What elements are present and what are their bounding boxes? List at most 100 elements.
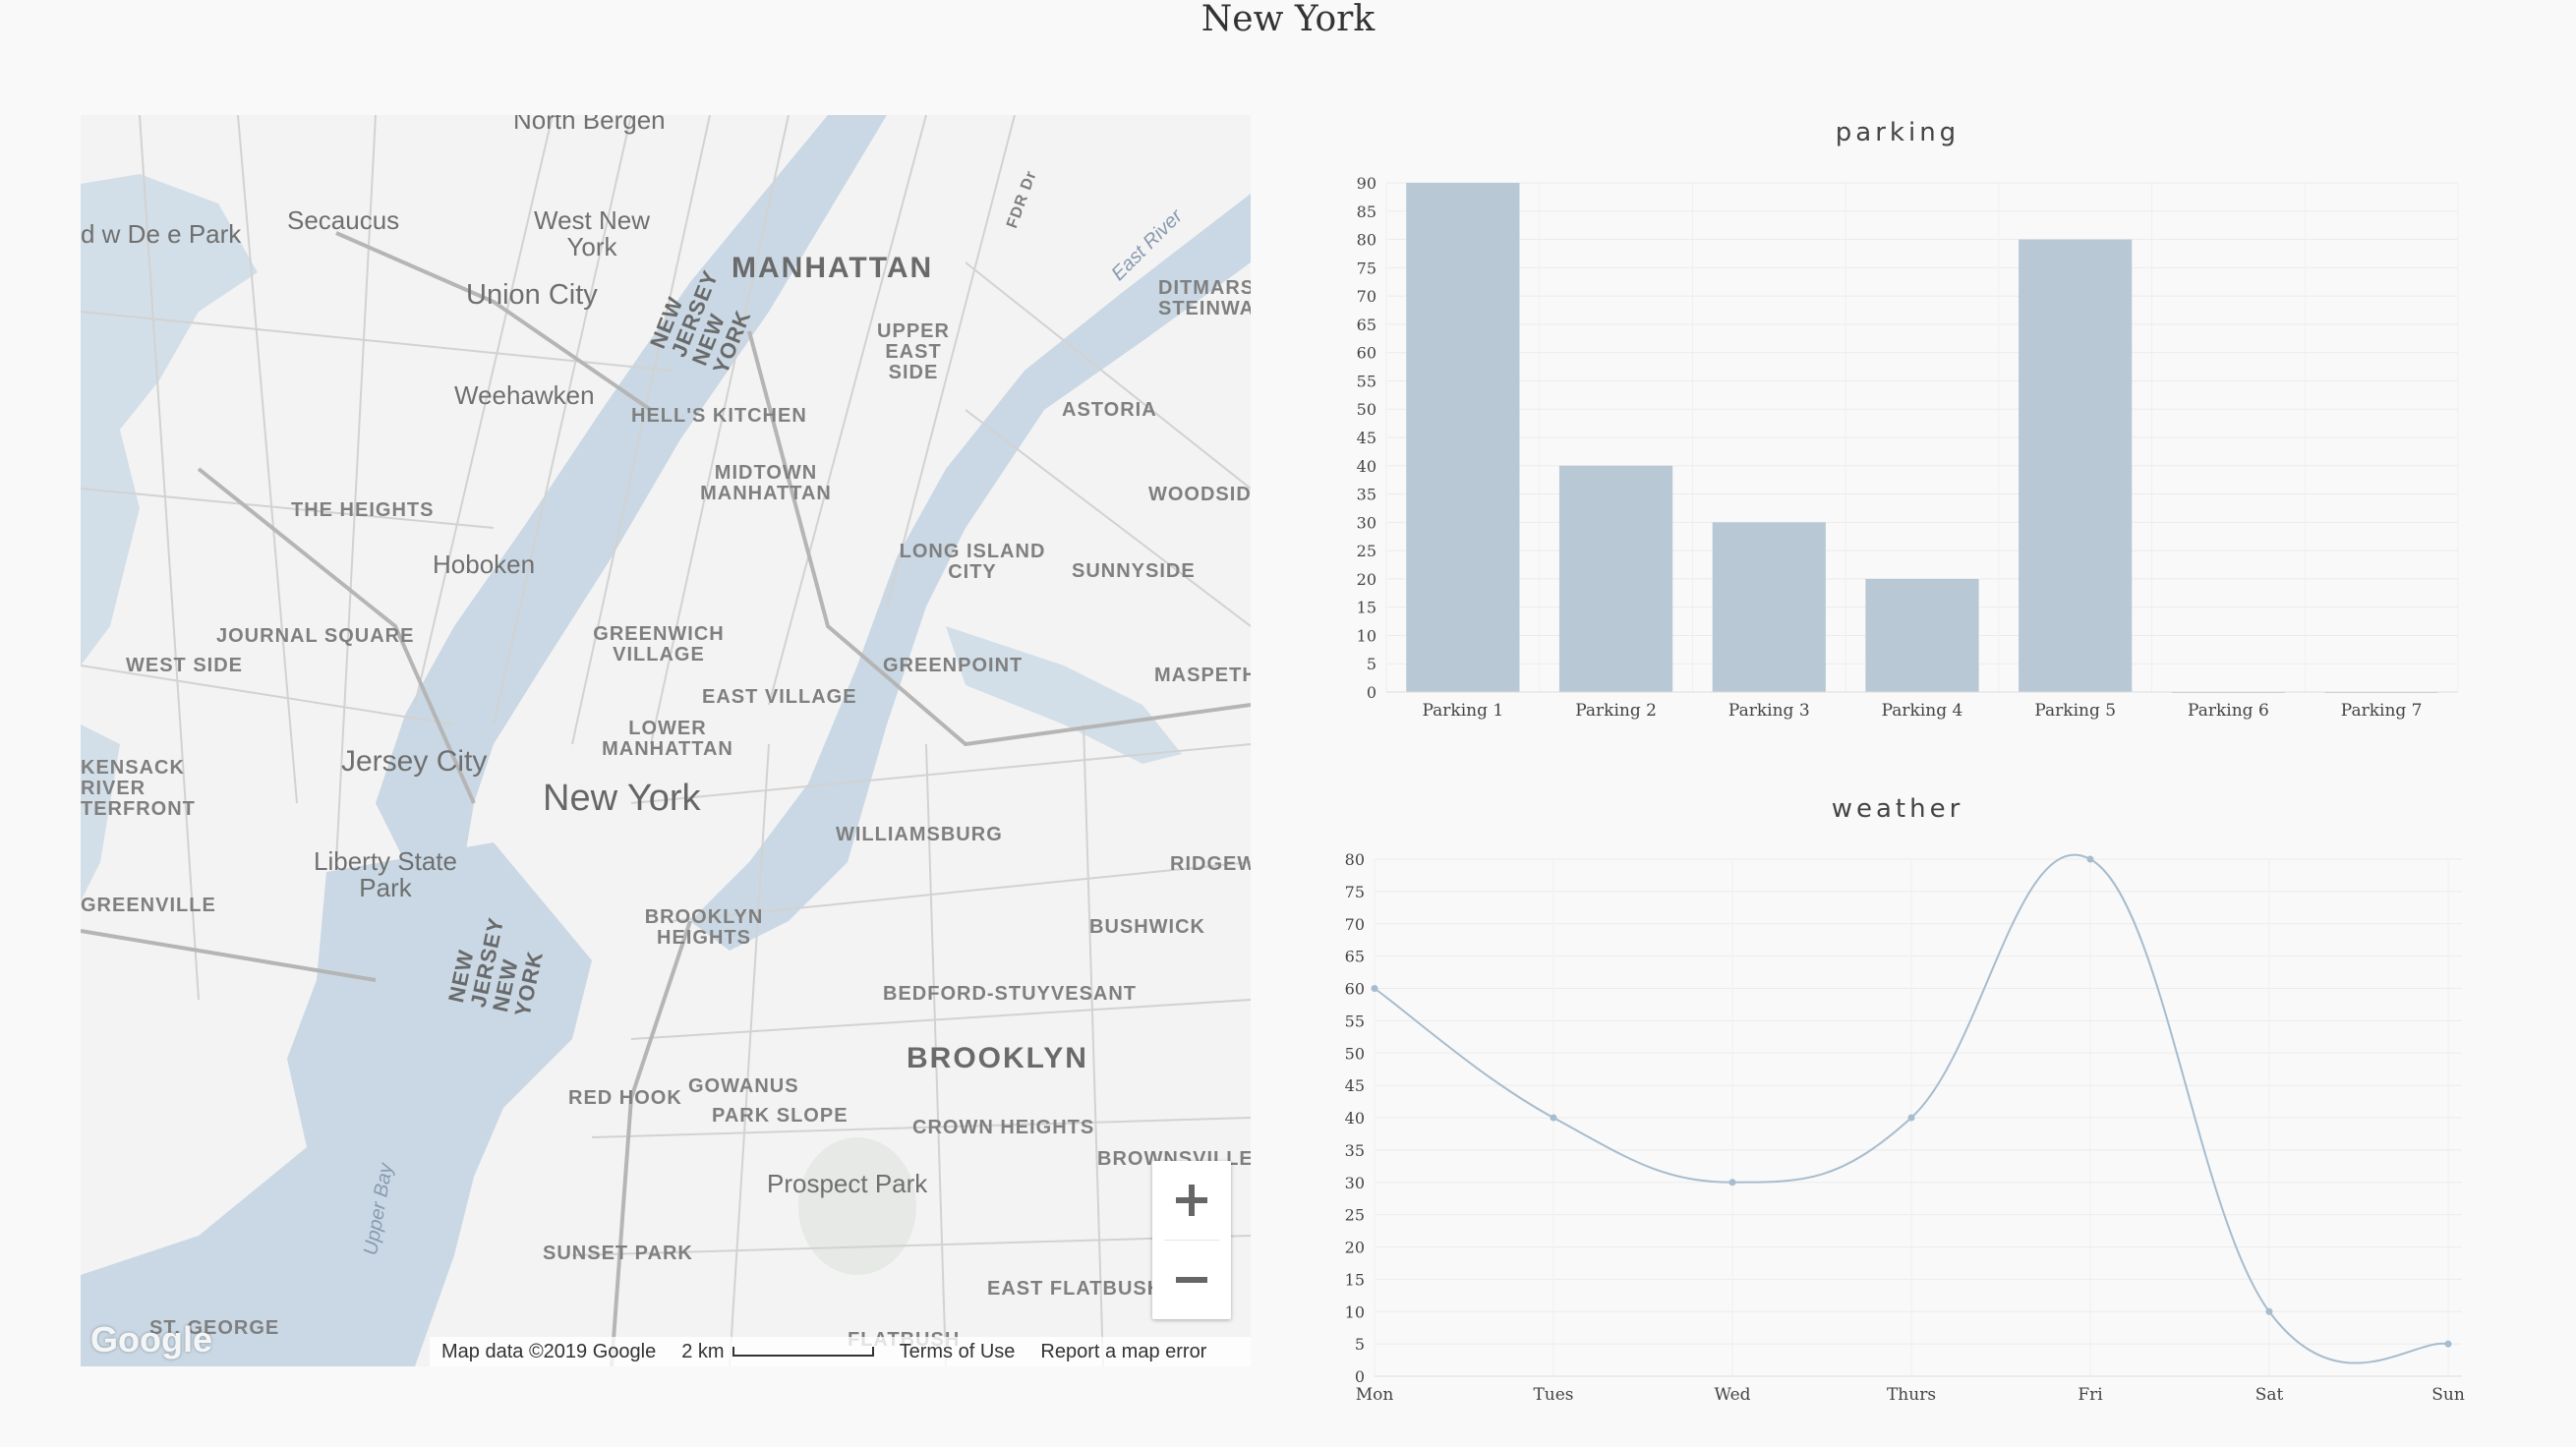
label-west-side: WEST SIDE xyxy=(126,655,244,676)
label-astoria: ASTORIA xyxy=(1062,399,1157,421)
label-midtown-manhattan: MIDTOWN MANHATTAN xyxy=(700,462,832,504)
label-crown-heights: CROWN HEIGHTS xyxy=(912,1117,1095,1138)
parking-bar[interactable] xyxy=(1865,578,1979,692)
google-logo: Google xyxy=(90,1319,212,1360)
weather-y-tick: 15 xyxy=(1345,1270,1365,1289)
parking-y-tick: 15 xyxy=(1357,599,1376,617)
parking-x-tick: Parking 3 xyxy=(1728,701,1810,721)
label-sunset-park: SUNSET PARK xyxy=(543,1243,693,1264)
weather-chart-title: weather xyxy=(1831,794,1964,824)
weather-point[interactable] xyxy=(1371,985,1378,992)
weather-y-tick: 10 xyxy=(1345,1302,1365,1321)
label-hells-kitchen: HELL'S KITCHEN xyxy=(631,405,807,427)
parking-x-tick: Parking 4 xyxy=(1882,701,1963,721)
parking-bar[interactable] xyxy=(1558,465,1673,692)
parking-y-tick: 45 xyxy=(1357,429,1376,447)
label-union-city: Union City xyxy=(466,279,598,311)
weather-chart: 0 5 10 15 20 25 30 35 40 45 50 55 60 65 70 75 80 Mon Tues W… xyxy=(1345,850,2465,1405)
label-bedford-stuyvesant: BEDFORD-STUYVESANT xyxy=(883,983,1138,1005)
plus-icon xyxy=(1176,1185,1207,1216)
label-maspeth: MASPETH xyxy=(1154,665,1251,686)
weather-point[interactable] xyxy=(1550,1114,1557,1122)
parking-y-tick: 75 xyxy=(1357,259,1376,277)
weather-y-tick: 45 xyxy=(1345,1076,1365,1095)
report-map-error-link[interactable]: Report a map error xyxy=(1040,1340,1207,1362)
label-greenpoint: GREENPOINT xyxy=(883,655,1024,676)
parking-x-tick: Parking 7 xyxy=(2341,701,2423,721)
parking-y-tick: 80 xyxy=(1357,231,1376,250)
label-weehawken: Weehawken xyxy=(454,380,595,410)
parking-bar[interactable] xyxy=(1712,522,1826,692)
label-hoboken: Hoboken xyxy=(433,550,536,579)
weather-y-tick: 60 xyxy=(1345,980,1365,999)
zoom-in-button[interactable] xyxy=(1152,1161,1231,1240)
label-williamsburg: WILLIAMSBURG xyxy=(836,824,1003,845)
parking-bar[interactable] xyxy=(2019,239,2133,693)
parking-y-tick: 5 xyxy=(1367,655,1376,673)
label-park-slope: PARK SLOPE xyxy=(712,1105,849,1127)
label-new-york: New York xyxy=(543,778,701,819)
weather-y-tick: 75 xyxy=(1345,883,1365,901)
label-brooklyn-heights: BROOKLYN HEIGHTS xyxy=(644,906,764,949)
label-upper-east-side: UPPER EAST SIDE xyxy=(877,320,950,383)
weather-point[interactable] xyxy=(2444,1340,2452,1348)
map-footer: Map data ©2019 Google 2 km Terms of Use … xyxy=(430,1337,1251,1366)
weather-point[interactable] xyxy=(1907,1114,1915,1122)
weather-y-tick: 80 xyxy=(1345,850,1365,869)
label-ridgewood: RIDGEW xyxy=(1170,853,1251,875)
parking-y-tick: 70 xyxy=(1357,287,1376,306)
label-greenwich-village: GREENWICH VILLAGE xyxy=(593,623,725,666)
label-journal-square: JOURNAL SQUARE xyxy=(216,625,415,647)
label-prospect-park: Prospect Park xyxy=(767,1169,928,1198)
weather-y-tick: 5 xyxy=(1355,1335,1365,1354)
label-lower-manhattan: LOWER MANHATTAN xyxy=(602,718,733,760)
label-woodside: WOODSIDE xyxy=(1148,484,1251,505)
weather-y-tick: 0 xyxy=(1355,1367,1365,1386)
page-title: New York xyxy=(1200,0,1376,39)
weather-y-tick: 20 xyxy=(1345,1239,1365,1257)
parking-y-tick: 65 xyxy=(1357,316,1376,334)
weather-grid xyxy=(1374,858,2462,1377)
map[interactable]: North Bergen d w De e Park Secaucus West… xyxy=(81,115,1251,1366)
label-east-village: EAST VILLAGE xyxy=(702,686,857,708)
parking-y-tick: 35 xyxy=(1357,486,1376,504)
zoom-control xyxy=(1152,1161,1231,1319)
parking-x-tick: Parking 1 xyxy=(1422,701,1503,721)
map-scale[interactable]: 2 km xyxy=(681,1340,874,1363)
label-greenville: GREENVILLE xyxy=(81,895,216,916)
label-ditmars-steinway: DITMARS STEINWAY xyxy=(1158,278,1251,319)
weather-x-tick: Thurs xyxy=(1887,1385,1936,1405)
zoom-out-button[interactable] xyxy=(1152,1241,1231,1319)
parking-y-tick: 55 xyxy=(1357,372,1376,390)
parking-chart: 0 5 10 15 20 25 30 35 40 45 50 55 60 65 70 75 80 85 90 Park… xyxy=(1357,174,2459,721)
parking-x-tick: Parking 2 xyxy=(1575,701,1657,721)
label-liberty-state-park: Liberty State Park xyxy=(314,846,457,903)
label-jersey-city: Jersey City xyxy=(341,745,488,778)
terms-link[interactable]: Terms of Use xyxy=(899,1340,1016,1362)
parking-chart-title: parking xyxy=(1835,118,1961,147)
parking-y-tick: 50 xyxy=(1357,400,1376,419)
weather-y-tick: 40 xyxy=(1345,1109,1365,1128)
weather-x-tick: Tues xyxy=(1533,1385,1573,1405)
map-basemap[interactable] xyxy=(81,115,1251,1366)
label-park-w-de: d w De e Park xyxy=(81,220,241,248)
label-the-heights: THE HEIGHTS xyxy=(291,499,435,521)
weather-point[interactable] xyxy=(1728,1179,1736,1187)
label-manhattan: MANHATTAN xyxy=(732,252,934,284)
parking-y-tick: 25 xyxy=(1357,542,1376,560)
weather-y-tick: 25 xyxy=(1345,1206,1365,1225)
parking-y-tick: 85 xyxy=(1357,203,1376,221)
parking-y-tick: 20 xyxy=(1357,570,1376,589)
scale-label: 2 km xyxy=(681,1340,725,1362)
parking-bar[interactable] xyxy=(1406,183,1520,692)
weather-y-tick: 35 xyxy=(1345,1141,1365,1160)
weather-point[interactable] xyxy=(2086,855,2094,863)
label-north-bergen: North Bergen xyxy=(513,115,666,135)
label-brooklyn: BROOKLYN xyxy=(907,1042,1088,1074)
label-east-flatbush: EAST FLATBUSH xyxy=(987,1278,1163,1300)
weather-point[interactable] xyxy=(2265,1307,2273,1315)
parking-y-tick: 40 xyxy=(1357,457,1376,476)
weather-x-tick: Sun xyxy=(2431,1385,2465,1405)
parking-y-tick: 10 xyxy=(1357,626,1376,645)
label-st-george: ST. GEORGE xyxy=(149,1317,280,1339)
